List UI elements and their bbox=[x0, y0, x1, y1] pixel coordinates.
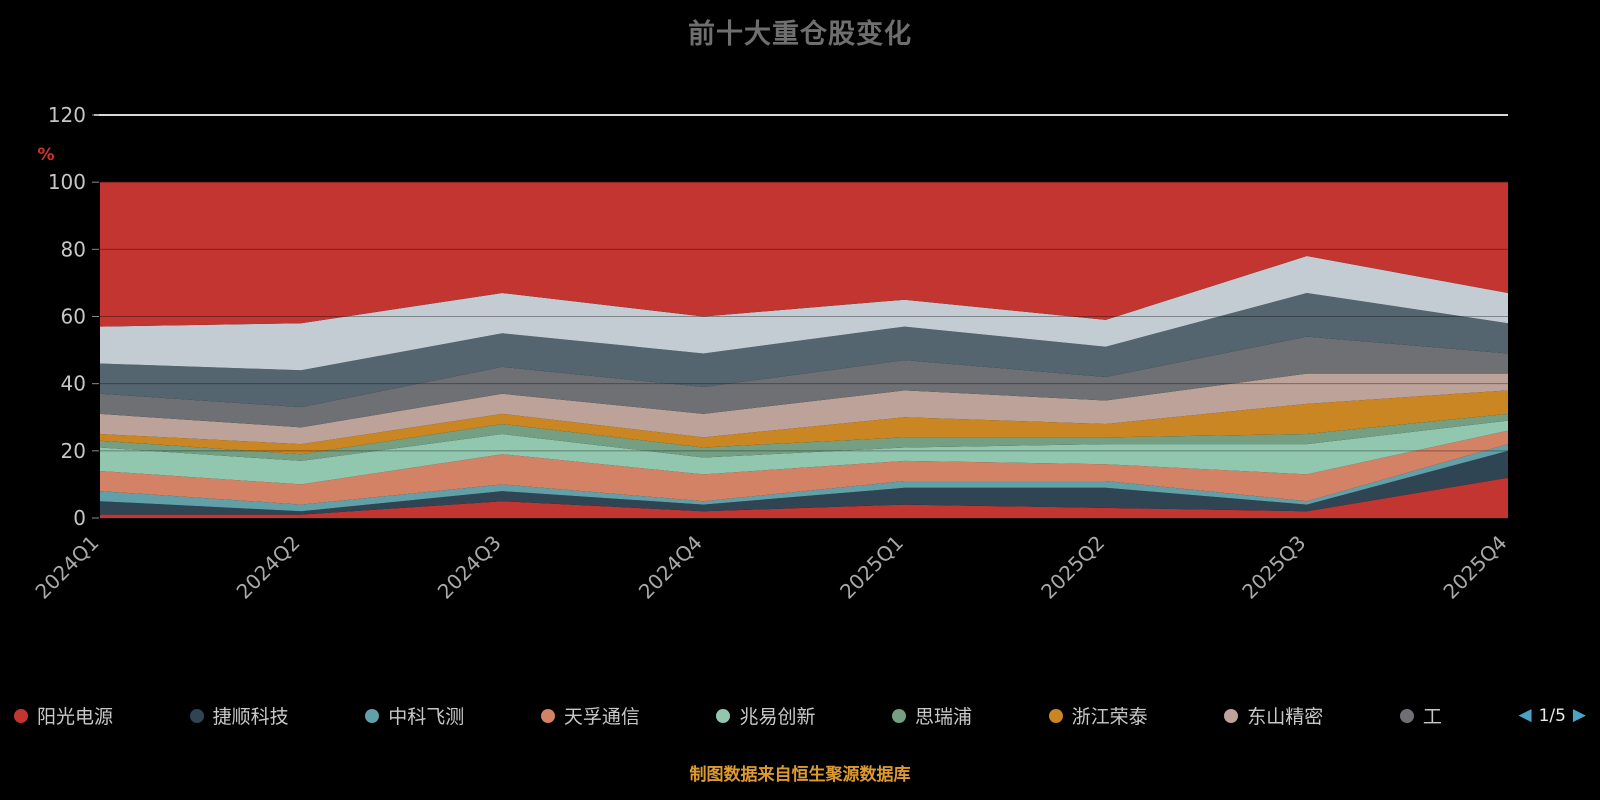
legend-label: 中科飞测 bbox=[388, 706, 465, 728]
legend-next-page-icon[interactable]: ▶ bbox=[1572, 705, 1586, 725]
legend-marker-icon bbox=[1048, 708, 1063, 723]
stacked-area-chart: 0 20 40 60 80 100 120% 2024Q1 2024Q2 2024Q3 2024Q4… bbox=[30, 103, 1511, 604]
legend-pager: ◀ 1/5 ▶ bbox=[1518, 706, 1586, 726]
area-series-unnamed-10 bbox=[100, 256, 1508, 371]
legend-label: 东山精密 bbox=[1247, 706, 1324, 728]
y-axis-label: 60 bbox=[61, 305, 86, 329]
y-axis-label: 120 bbox=[48, 103, 86, 127]
legend-marker-icon bbox=[365, 708, 380, 723]
y-axis-label: 100 bbox=[48, 170, 86, 194]
y-axis-unit-label: % bbox=[37, 145, 54, 165]
area-series-捷顺科技 bbox=[100, 450, 1508, 515]
legend-item-工[interactable]: 工 bbox=[1399, 702, 1442, 729]
legend-label: 天孚通信 bbox=[563, 706, 640, 728]
x-axis-label: 2025Q3 bbox=[1237, 531, 1310, 604]
area-series-阳光电源 bbox=[100, 477, 1508, 518]
y-axis-label: 20 bbox=[61, 439, 86, 463]
legend-label: 浙江荣泰 bbox=[1071, 706, 1148, 728]
area-series-浙江荣泰 bbox=[100, 390, 1508, 455]
legend-item-兆易创新[interactable]: 兆易创新 bbox=[716, 702, 815, 729]
area-series-unnamed-11 bbox=[100, 182, 1508, 327]
chart-title: 前十大重仓股变化 bbox=[688, 19, 912, 50]
legend-marker-icon bbox=[189, 708, 204, 723]
legend-item-捷顺科技[interactable]: 捷顺科技 bbox=[189, 702, 289, 729]
x-axis-label: 2024Q3 bbox=[433, 531, 506, 604]
legend-item-东山精密[interactable]: 东山精密 bbox=[1224, 702, 1323, 729]
area-series-中科飞测 bbox=[100, 444, 1508, 512]
legend-marker-icon bbox=[1224, 708, 1239, 723]
legend-page-indicator: 1/5 bbox=[1538, 705, 1566, 726]
legend-label: 思瑞浦 bbox=[915, 706, 973, 728]
legend-label: 捷顺科技 bbox=[212, 706, 289, 728]
legend-item-思瑞浦[interactable]: 思瑞浦 bbox=[892, 702, 972, 729]
legend-item-中科飞测[interactable]: 中科飞测 bbox=[365, 702, 464, 729]
legend: 阳光电源 捷顺科技 中科飞测 天孚通信 兆易创新 思瑞浦 浙江荣泰 东山精密 工 ◀ 1/5 ▶ bbox=[0, 702, 1600, 729]
legend-marker-icon bbox=[892, 708, 907, 723]
legend-marker-icon bbox=[14, 708, 28, 723]
x-axis-label: 2024Q2 bbox=[232, 531, 305, 604]
legend-item-天孚通信[interactable]: 天孚通信 bbox=[540, 702, 640, 729]
x-axis-label: 2025Q4 bbox=[1438, 531, 1511, 604]
legend-marker-icon bbox=[1399, 708, 1414, 723]
x-axis-label: 2024Q4 bbox=[634, 531, 707, 604]
legend-item-阳光电源[interactable]: 阳光电源 bbox=[14, 702, 113, 729]
legend-marker-icon bbox=[716, 708, 731, 723]
area-series-工 bbox=[100, 336, 1508, 428]
area-series-思瑞浦 bbox=[100, 413, 1508, 461]
area-series-兆易创新 bbox=[100, 420, 1508, 485]
area-series-unnamed-9 bbox=[100, 292, 1508, 408]
legend-label: 工 bbox=[1422, 706, 1442, 728]
x-axis-label: 2025Q2 bbox=[1036, 531, 1109, 604]
legend-marker-icon bbox=[540, 708, 555, 723]
y-axis-label: 40 bbox=[61, 372, 86, 396]
y-axis-label: 80 bbox=[61, 237, 86, 261]
legend-prev-page-icon[interactable]: ◀ bbox=[1518, 705, 1532, 725]
legend-item-浙江荣泰[interactable]: 浙江荣泰 bbox=[1048, 702, 1148, 729]
data-source-note: 制图数据来自恒生聚源数据库 bbox=[689, 765, 911, 785]
x-axis-label: 2025Q1 bbox=[835, 531, 908, 604]
legend-label: 阳光电源 bbox=[37, 706, 114, 728]
legend-label: 兆易创新 bbox=[739, 706, 816, 728]
area-series-东山精密 bbox=[100, 373, 1508, 445]
x-axis-label: 2024Q1 bbox=[30, 531, 103, 604]
y-axis-label: 0 bbox=[73, 506, 86, 530]
